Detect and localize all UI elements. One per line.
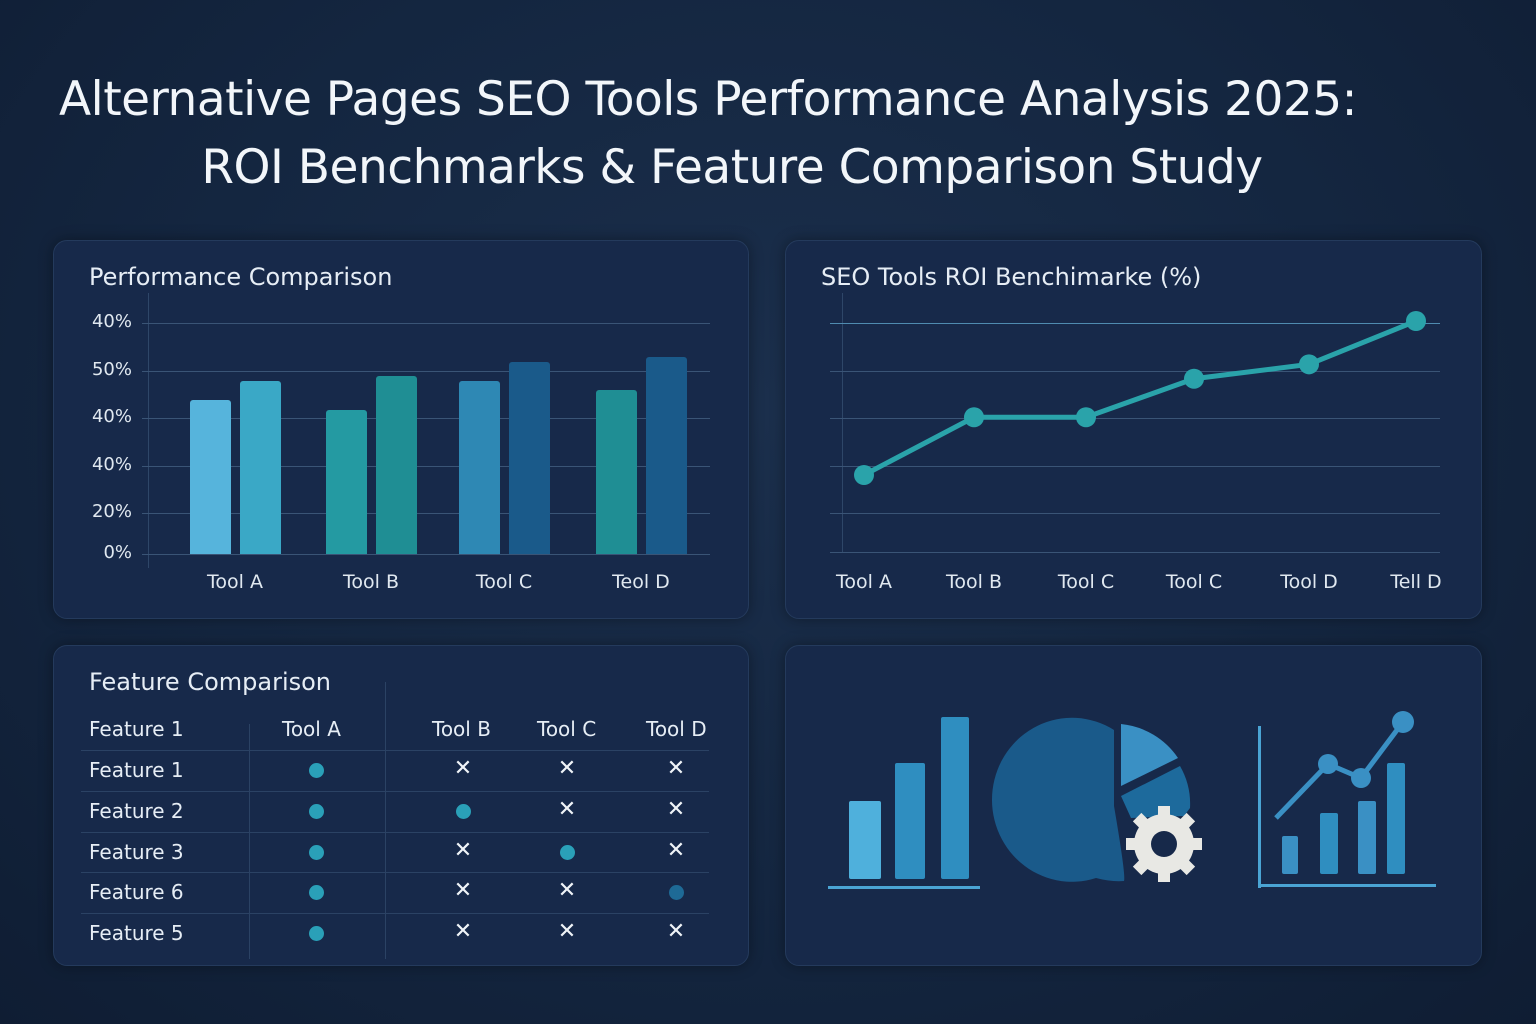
gridline — [830, 466, 1440, 467]
gridline — [142, 323, 710, 324]
feature-unsupported-icon: ✕ — [453, 756, 473, 781]
y-tick-label: 40% — [91, 454, 132, 475]
table-header: Feature 1 — [89, 717, 184, 741]
gridline — [142, 554, 710, 555]
page-title-line2: ROI Benchmarks & Feature Comparison Stud… — [201, 140, 1263, 195]
feature-label: Feature 6 — [89, 880, 184, 904]
feature-label: Feature 2 — [89, 799, 184, 823]
bar — [459, 380, 500, 554]
gridline — [142, 513, 710, 514]
gridline — [142, 466, 710, 467]
bar — [596, 390, 637, 554]
x-tick-label: Tool A — [207, 571, 263, 593]
x-tick-label: Tool B — [343, 571, 399, 593]
row-divider — [81, 913, 709, 914]
page-title-line1: Alternative Pages SEO Tools Performance … — [59, 72, 1358, 127]
x-tick-label: Tool C — [1165, 571, 1223, 593]
x-tick-label: Tell D — [1390, 571, 1442, 593]
icons-panel — [785, 645, 1482, 966]
table-header: Tool C — [537, 717, 597, 741]
y-axis-line — [842, 293, 843, 553]
feature-unsupported-icon: ✕ — [666, 756, 686, 781]
feature-supported-icon — [309, 763, 324, 778]
roi-line-series — [854, 311, 1426, 485]
row-divider — [81, 872, 709, 873]
feature-supported-icon — [560, 845, 575, 860]
table-header: Tool D — [646, 717, 707, 741]
bar — [326, 409, 367, 554]
table-divider — [249, 724, 250, 959]
feature-supported-icon — [456, 804, 471, 819]
bar-chart-icon — [828, 717, 980, 889]
feature-unsupported-icon: ✕ — [453, 919, 473, 944]
gridline — [830, 513, 1440, 514]
feature-supported-icon — [309, 926, 324, 941]
table-divider — [385, 682, 386, 959]
bar — [190, 400, 231, 554]
x-tick-label: Tool A — [836, 571, 892, 593]
performance-comparison-panel: Performance Comparison 40% 50% 40% 40% 20% 0%… — [53, 240, 749, 619]
x-tick-label: Tool C — [1057, 571, 1115, 593]
x-tick-label: Tool D — [1280, 571, 1338, 593]
panel-title: Performance Comparison — [89, 263, 393, 291]
gridline — [142, 371, 710, 372]
feature-unsupported-icon: ✕ — [557, 919, 577, 944]
x-tick-label: Teol D — [612, 571, 670, 593]
feature-unsupported-icon: ✕ — [666, 797, 686, 822]
gridline — [830, 552, 1440, 553]
y-tick-label: 0% — [103, 542, 132, 563]
feature-unsupported-icon: ✕ — [453, 878, 473, 903]
feature-supported-icon — [309, 845, 324, 860]
x-tick-label: Tool C — [475, 571, 533, 593]
bar — [646, 356, 687, 554]
gridline — [830, 371, 1440, 372]
y-tick-label: 50% — [91, 359, 132, 380]
line-bar-chart-icon — [1258, 711, 1436, 888]
table-header: Tool A — [282, 717, 341, 741]
y-tick-label: 40% — [91, 406, 132, 427]
gridline — [142, 418, 710, 419]
feature-label: Feature 5 — [89, 921, 184, 945]
feature-supported-icon — [669, 885, 684, 900]
bar — [240, 380, 281, 554]
panel-title: SEO Tools ROI Benchimarke (%) — [821, 263, 1202, 291]
feature-supported-icon — [309, 804, 324, 819]
feature-unsupported-icon: ✕ — [557, 878, 577, 903]
feature-unsupported-icon: ✕ — [666, 838, 686, 863]
roi-benchmark-panel: SEO Tools ROI Benchimarke (%) Tool A Tool… — [785, 240, 1482, 619]
pie-chart-gear-icon — [991, 717, 1202, 882]
gridline — [830, 418, 1440, 419]
feature-label: Feature 3 — [89, 840, 184, 864]
x-tick-label: Tool B — [946, 571, 1002, 593]
y-axis-line — [148, 293, 149, 568]
table-header: Tool B — [432, 717, 491, 741]
bar — [376, 375, 417, 554]
row-divider — [81, 832, 709, 833]
y-tick-label: 40% — [91, 311, 132, 332]
feature-unsupported-icon: ✕ — [557, 797, 577, 822]
feature-comparison-panel: Feature Comparison Feature 1 Tool A Tool B… — [53, 645, 749, 966]
bar — [509, 361, 550, 554]
gridline — [830, 323, 1440, 324]
feature-unsupported-icon: ✕ — [453, 838, 473, 863]
y-tick-label: 20% — [91, 501, 132, 522]
row-divider — [81, 791, 709, 792]
feature-unsupported-icon: ✕ — [666, 919, 686, 944]
feature-label: Feature 1 — [89, 758, 184, 782]
row-divider — [81, 750, 709, 751]
panel-title: Feature Comparison — [89, 668, 332, 696]
feature-unsupported-icon: ✕ — [557, 756, 577, 781]
feature-supported-icon — [309, 885, 324, 900]
